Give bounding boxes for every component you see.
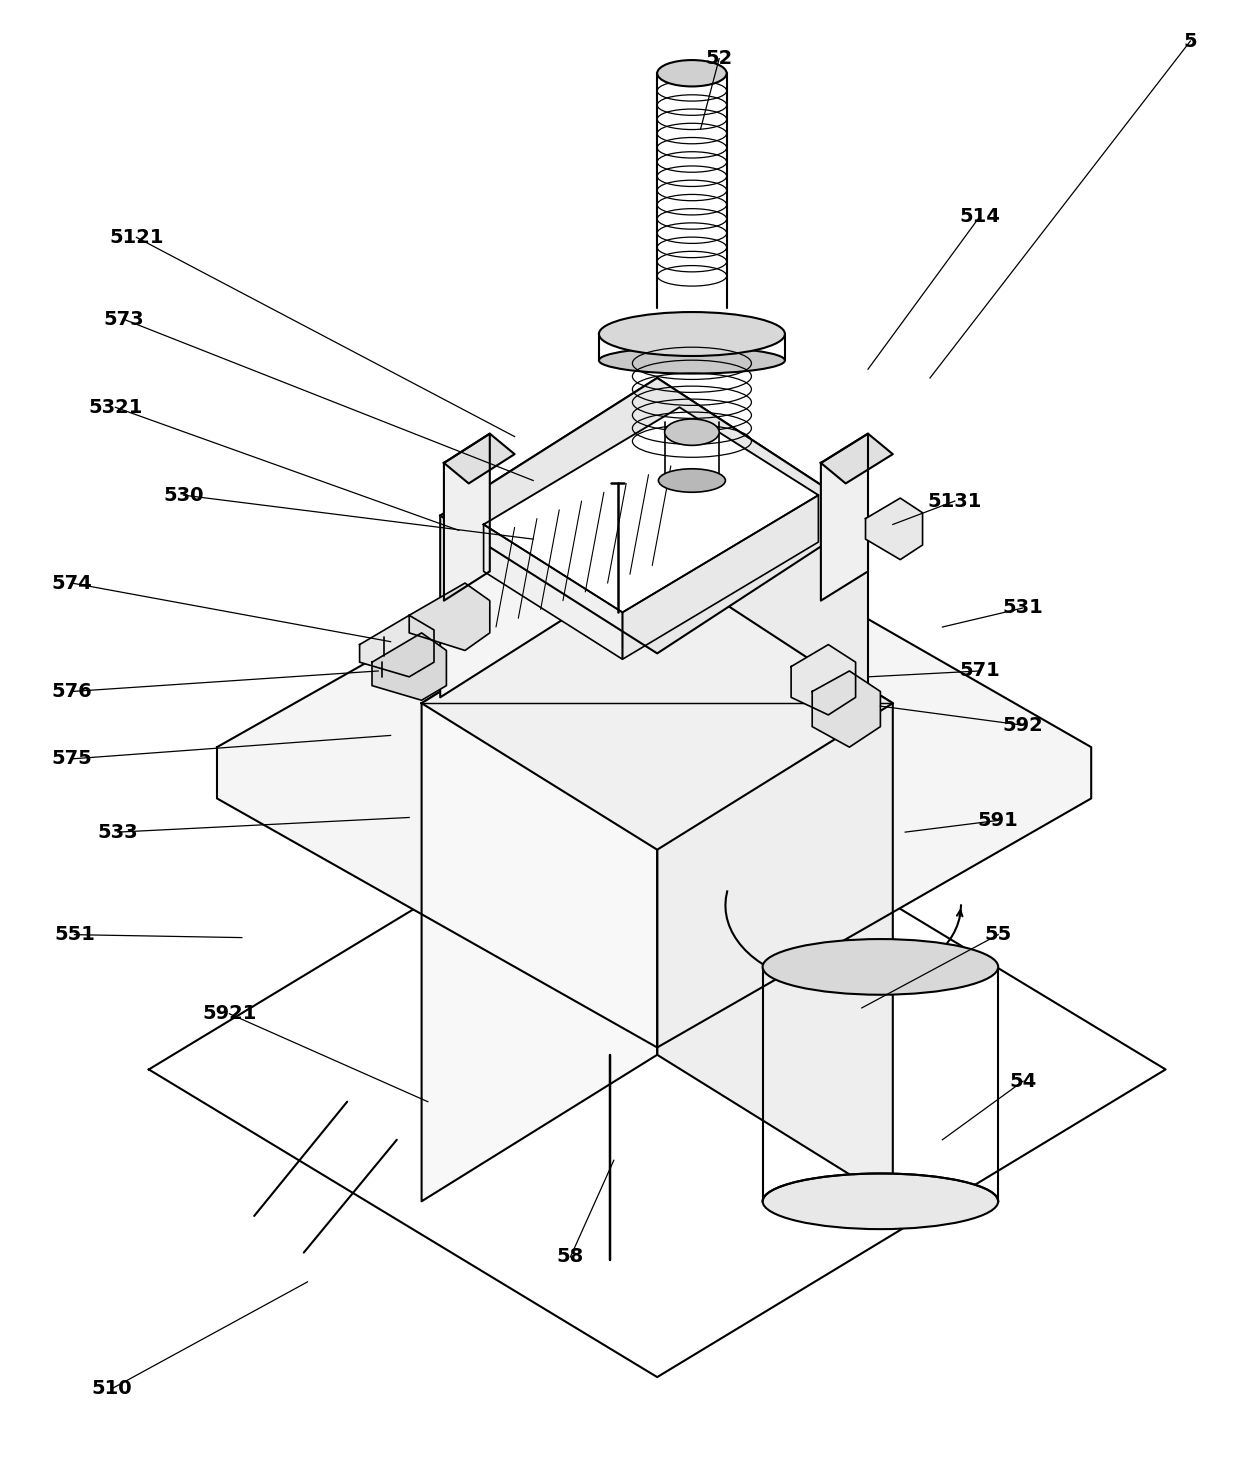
Text: 592: 592 — [1003, 716, 1043, 734]
Text: 58: 58 — [557, 1248, 584, 1266]
Polygon shape — [422, 557, 657, 1201]
Polygon shape — [409, 583, 490, 650]
Polygon shape — [657, 557, 893, 1201]
Text: 54: 54 — [1009, 1072, 1037, 1090]
Text: 510: 510 — [92, 1380, 131, 1398]
Text: 571: 571 — [960, 662, 999, 680]
Polygon shape — [360, 615, 434, 677]
Ellipse shape — [763, 1173, 998, 1229]
Text: 576: 576 — [52, 683, 92, 700]
Text: 52: 52 — [706, 50, 733, 67]
Polygon shape — [812, 671, 880, 747]
Polygon shape — [791, 645, 856, 715]
Text: 531: 531 — [1003, 599, 1043, 617]
Text: 5321: 5321 — [88, 398, 143, 416]
Polygon shape — [440, 378, 657, 697]
Text: 575: 575 — [52, 750, 92, 768]
Ellipse shape — [599, 312, 785, 356]
Polygon shape — [372, 633, 446, 700]
Text: 5121: 5121 — [109, 229, 164, 246]
Text: 551: 551 — [55, 926, 94, 943]
Polygon shape — [422, 557, 893, 850]
Polygon shape — [484, 407, 818, 612]
Text: 591: 591 — [978, 812, 1018, 829]
Text: 5921: 5921 — [202, 1005, 257, 1023]
Polygon shape — [821, 434, 893, 483]
Polygon shape — [821, 434, 868, 601]
Polygon shape — [657, 378, 868, 697]
Polygon shape — [149, 762, 1166, 1377]
Ellipse shape — [599, 347, 785, 374]
Polygon shape — [440, 378, 868, 653]
Text: 530: 530 — [164, 486, 203, 504]
Text: 533: 533 — [98, 823, 138, 841]
Polygon shape — [866, 498, 923, 560]
Polygon shape — [444, 434, 515, 483]
Text: 55: 55 — [985, 926, 1012, 943]
Ellipse shape — [763, 939, 998, 995]
Polygon shape — [217, 498, 1091, 1047]
Ellipse shape — [658, 469, 725, 492]
Ellipse shape — [665, 419, 719, 445]
Text: 5: 5 — [1184, 32, 1197, 50]
Text: 574: 574 — [52, 574, 92, 592]
Ellipse shape — [657, 60, 727, 86]
Text: 573: 573 — [104, 311, 144, 328]
Polygon shape — [622, 495, 818, 659]
Text: 514: 514 — [960, 208, 999, 226]
Text: 5131: 5131 — [928, 492, 982, 510]
Polygon shape — [484, 524, 622, 659]
Polygon shape — [444, 434, 490, 601]
